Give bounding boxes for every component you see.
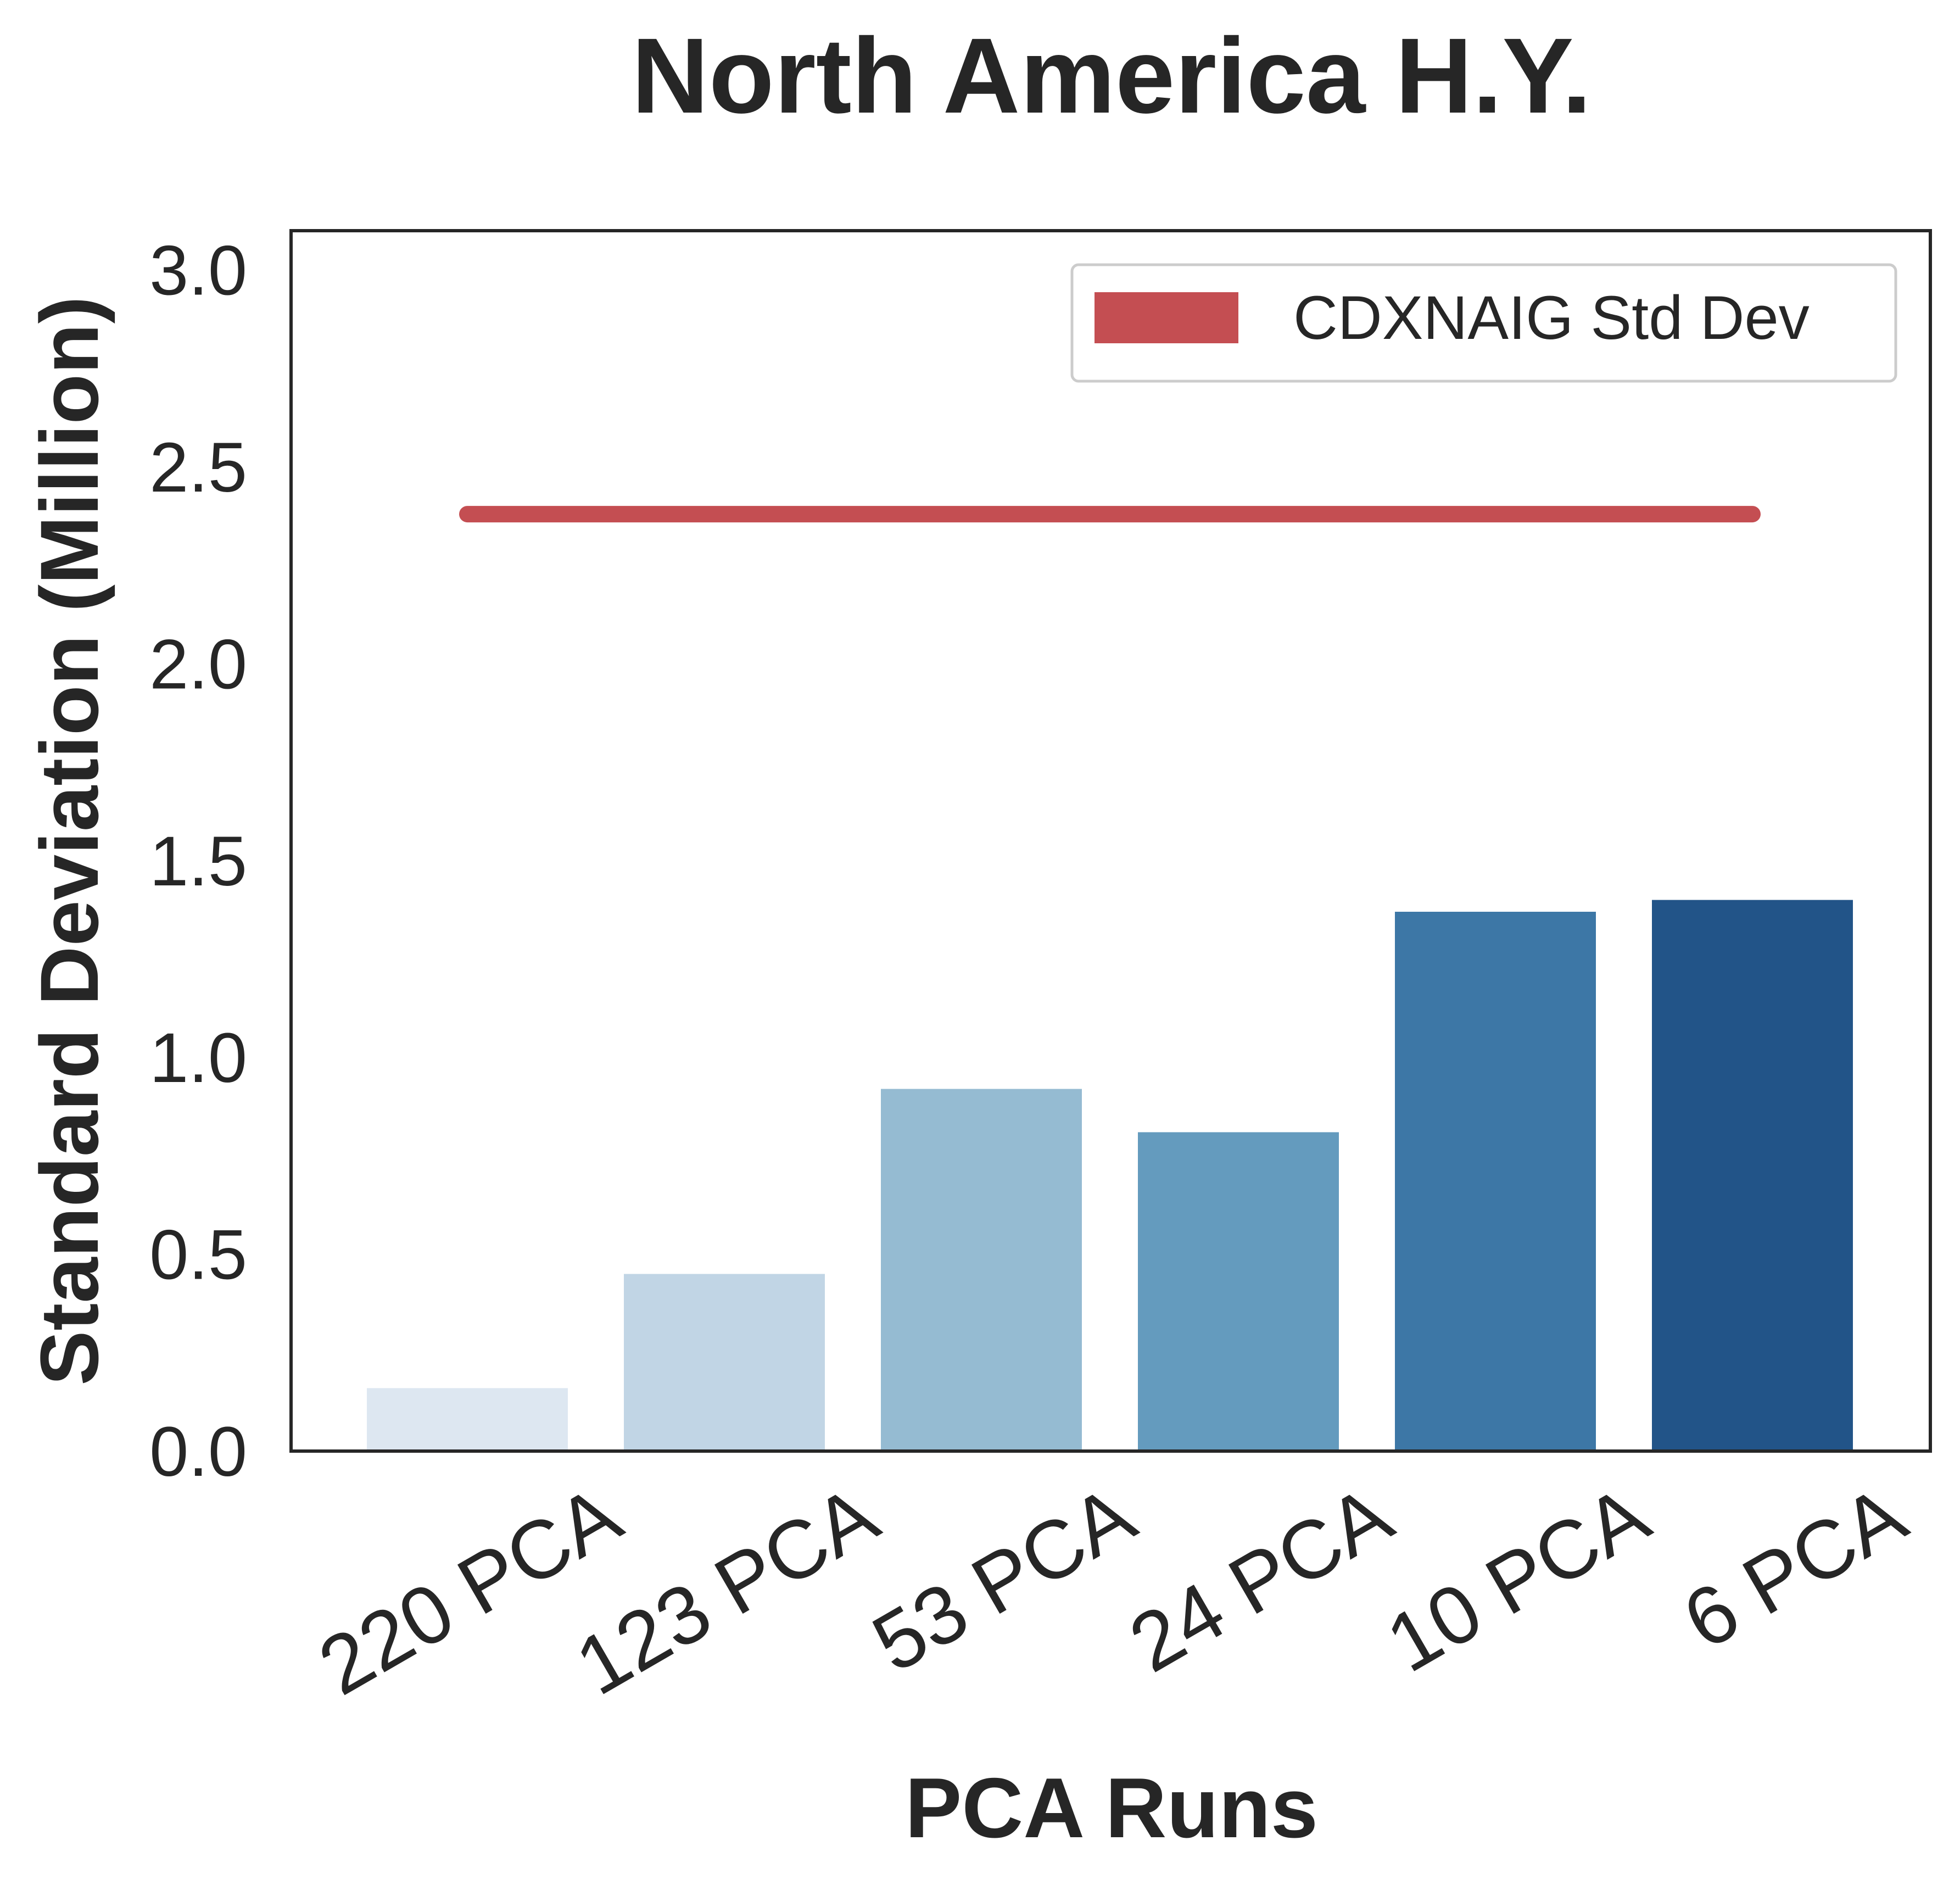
y-tick-label: 0.5 xyxy=(149,1216,247,1295)
bar-123-pca xyxy=(624,1274,825,1451)
chart-title: North America H.Y. xyxy=(632,16,1592,136)
y-tick-label: 3.0 xyxy=(149,232,247,310)
y-tick-label: 1.0 xyxy=(149,1019,247,1097)
y-tick-label: 2.5 xyxy=(149,428,247,507)
bar-53-pca xyxy=(881,1089,1082,1451)
legend-swatch xyxy=(1095,292,1238,343)
y-tick-label: 0.0 xyxy=(149,1413,247,1491)
y-axis-label: Standard Deviation (Million) xyxy=(23,296,115,1385)
legend: CDXNAIG Std Dev xyxy=(1070,263,1897,383)
y-tick-label: 1.5 xyxy=(149,822,247,901)
y-axis-ticks: 0.0 0.5 1.0 1.5 2.0 2.5 3.0 xyxy=(149,232,247,1491)
legend-frame xyxy=(1070,263,1897,383)
bar-24-pca xyxy=(1138,1132,1339,1451)
plot-frame xyxy=(289,229,1932,1453)
x-axis-label: PCA Runs xyxy=(905,1760,1318,1855)
bar-6-pca xyxy=(1652,900,1853,1451)
legend-label: CDXNAIG Std Dev xyxy=(1293,283,1810,352)
bar-220-pca xyxy=(367,1388,568,1451)
y-tick-label: 2.0 xyxy=(149,625,247,704)
bar-10-pca xyxy=(1395,912,1596,1451)
bars-layer xyxy=(367,900,1853,1451)
